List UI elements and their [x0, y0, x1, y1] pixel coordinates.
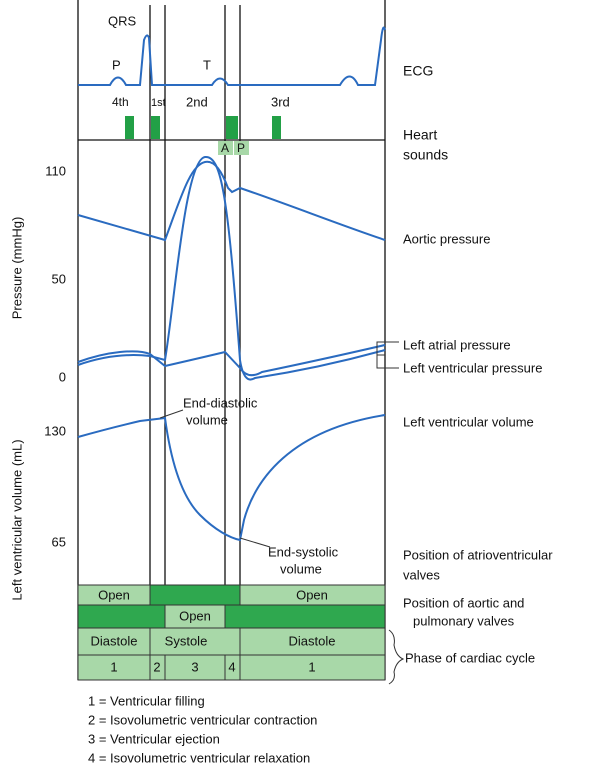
aortic-pressure [77, 160, 386, 242]
bracket [376, 341, 399, 369]
cell: Open [296, 587, 328, 602]
sounds-name: sounds [403, 147, 448, 163]
cell: Diastole [289, 633, 336, 648]
ecg-trace [78, 26, 386, 86]
volume-axis-label: Left ventricular volume (mL) [9, 439, 24, 600]
sound-label: 3rd [271, 94, 290, 109]
marker-a: A [221, 141, 229, 155]
marker-box [234, 141, 249, 155]
cell: Open [179, 608, 211, 623]
lv-pressure [77, 155, 386, 381]
cell: 1 [110, 659, 117, 674]
cell: 1 [308, 659, 315, 674]
annotation: volume [280, 561, 322, 576]
cell: Systole [165, 633, 208, 648]
ecg-name: ECG [403, 63, 433, 79]
sounds-name: Heart [403, 127, 437, 143]
qrs-label: QRS [108, 13, 137, 28]
t-label: T [203, 57, 211, 72]
tick-label: 0 [59, 369, 66, 384]
tick-label: 50 [52, 271, 66, 286]
p-label: P [112, 57, 121, 72]
marker-box [218, 141, 233, 155]
cell: Open [98, 587, 130, 602]
row-label: Position of atrioventricular [403, 547, 553, 562]
pressure-label: Aortic pressure [403, 231, 490, 246]
tick-label: 110 [45, 163, 66, 178]
row-label: Position of aortic and [403, 595, 524, 610]
pointer [159, 409, 184, 419]
legend-item: 1 = Ventricular filling [88, 693, 205, 708]
sound-label: 4th [112, 95, 129, 109]
pressure-label: Left ventricular pressure [403, 360, 542, 375]
tick-label: 65 [52, 534, 66, 549]
legend-item: 2 = Isovolumetric ventricular contractio… [88, 712, 317, 727]
lv-volume [77, 414, 386, 542]
atrial-pressure [77, 344, 386, 377]
cell: Diastole [91, 633, 138, 648]
brace [388, 629, 405, 685]
pressure-label: Left atrial pressure [403, 337, 511, 352]
legend-item: 3 = Ventricular ejection [88, 731, 220, 746]
cell: 3 [191, 659, 198, 674]
annotation: volume [186, 412, 228, 427]
row-label: Phase of cardiac cycle [405, 650, 535, 665]
sound-label: 1st [151, 97, 166, 109]
row-label: valves [403, 567, 440, 582]
annotation: End-diastolic [183, 395, 258, 410]
marker-p: P [237, 141, 245, 155]
legend-item: 4 = Isovolumetric ventricular relaxation [88, 750, 310, 765]
sound-bars [125, 116, 281, 139]
valve-rows [77, 584, 386, 681]
pointer [239, 537, 271, 548]
volume-label: Left ventricular volume [403, 414, 534, 429]
annotation: End-systolic [268, 544, 339, 559]
cell: 4 [228, 659, 235, 674]
row-label: pulmonary valves [413, 613, 515, 628]
pressure-axis-label: Pressure (mmHg) [9, 217, 24, 320]
cell: 2 [153, 659, 160, 674]
sound-label: 2nd [186, 94, 208, 109]
tick-label: 130 [44, 423, 66, 438]
frame [77, 0, 386, 680]
